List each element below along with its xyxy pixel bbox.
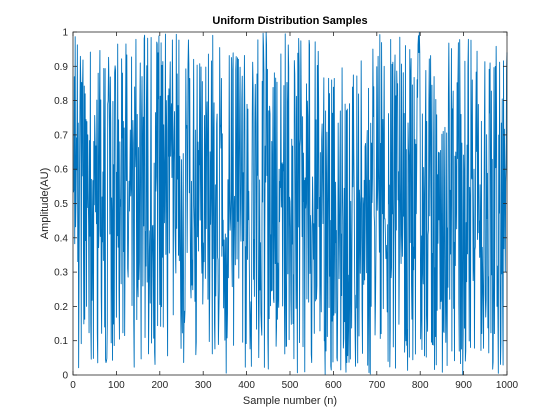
y-tick-label: 0 <box>62 371 68 382</box>
x-tick-label: 500 <box>282 380 299 391</box>
x-tick-label: 900 <box>455 380 472 391</box>
x-tick-label: 200 <box>151 380 168 391</box>
x-tick-label: 400 <box>238 380 255 391</box>
y-tick-label: 0.4 <box>54 233 68 244</box>
x-tick-label: 1000 <box>496 380 519 391</box>
y-tick-label: 1 <box>62 28 68 39</box>
x-tick-label: 800 <box>412 380 429 391</box>
chart-title: Uniform Distribution Samples <box>212 15 367 27</box>
x-tick-label: 700 <box>368 380 385 391</box>
series-line-1 <box>72 31 508 376</box>
x-axis-label: Sample number (n) <box>243 395 337 407</box>
y-tick-label: 0.9 <box>54 62 68 73</box>
y-axis-label: Amplitude(AU) <box>39 168 51 240</box>
y-tick-label: 0.3 <box>54 268 68 279</box>
y-tick-label: 0.1 <box>54 336 68 347</box>
y-tick-label: 0.6 <box>54 165 68 176</box>
y-axis: 0 0.1 0.2 0.3 0.4 0.5 0.6 0.7 0.8 0.9 1 <box>54 28 507 382</box>
y-tick-label: 0.5 <box>54 199 68 210</box>
y-tick-label: 0.7 <box>54 130 68 141</box>
y-tick-label: 0.8 <box>54 96 68 107</box>
x-tick-label: 0 <box>70 380 76 391</box>
x-tick-label: 300 <box>195 380 212 391</box>
y-tick-label: 0.2 <box>54 302 68 313</box>
series-layer <box>72 31 508 376</box>
x-axis: 0 100 200 300 400 500 600 700 800 900 1000 <box>70 32 519 391</box>
x-tick-label: 600 <box>325 380 342 391</box>
x-tick-label: 100 <box>108 380 125 391</box>
